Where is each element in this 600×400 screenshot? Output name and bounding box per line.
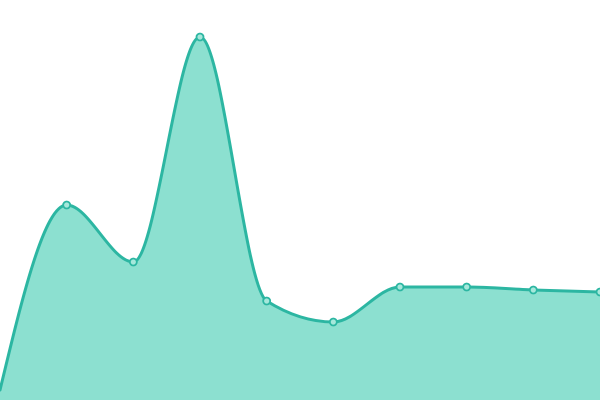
area-fill [0, 37, 600, 400]
data-point-marker[interactable] [462, 282, 472, 292]
data-point-marker[interactable] [262, 296, 272, 306]
data-point-marker[interactable] [128, 257, 138, 267]
data-point-marker[interactable] [328, 317, 338, 327]
data-point-marker[interactable] [595, 287, 600, 297]
data-point-marker[interactable] [528, 285, 538, 295]
data-point-marker[interactable] [395, 282, 405, 292]
data-point-marker[interactable] [62, 200, 72, 210]
data-point-marker[interactable] [195, 32, 205, 42]
